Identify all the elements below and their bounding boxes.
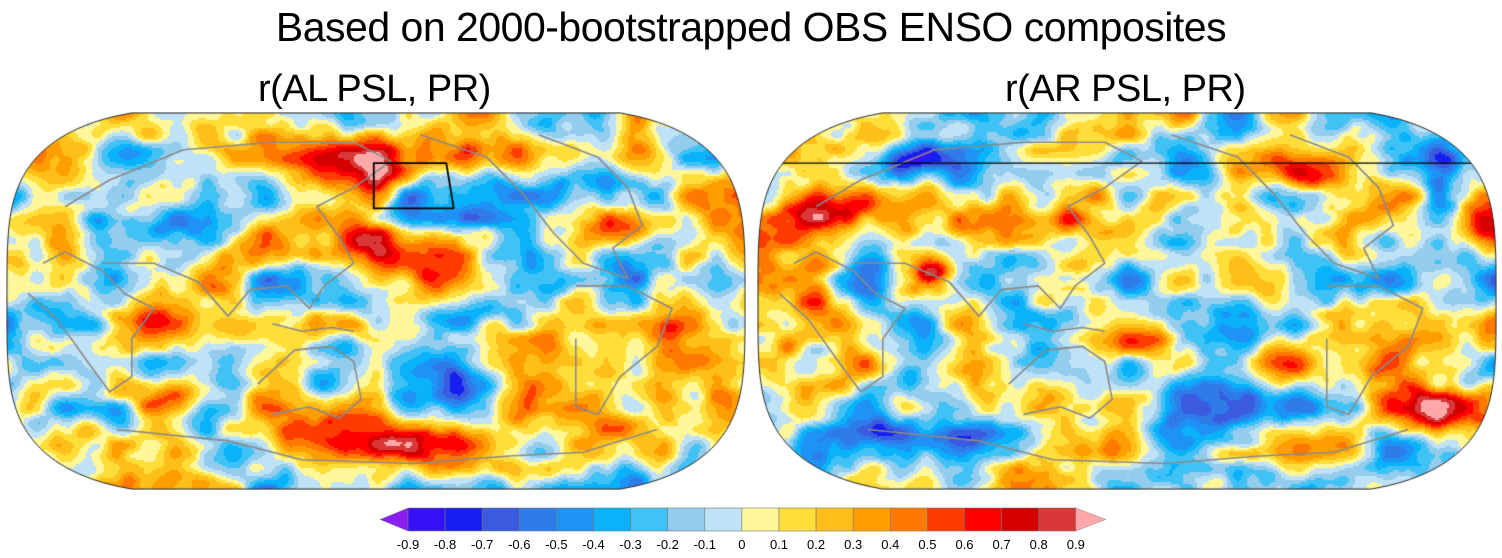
colorbar-box: [927, 507, 965, 532]
panel-title-right: r(AR PSL, PR): [1005, 68, 1246, 110]
colorbar-box: [1001, 507, 1039, 532]
colorbar-tick-label: -0.4: [582, 537, 605, 552]
colorbar-tick-label: 0.7: [992, 537, 1011, 552]
colorbar-box: [852, 507, 891, 532]
colorbar-box: [667, 507, 706, 532]
colorbar-tick-label: -0.2: [656, 537, 679, 552]
colorbar-tick-label: 0.3: [844, 537, 863, 552]
colorbar-box: [1038, 507, 1077, 532]
colorbar: [379, 507, 1107, 532]
colorbar-box: [407, 507, 446, 532]
colorbar-box: [778, 507, 817, 532]
colorbar-tick-label: 0.1: [769, 537, 789, 552]
colorbar-tick-label: -0.7: [470, 537, 494, 552]
correlation-map-al: [6, 112, 746, 490]
colorbar-tick-label: -0.9: [396, 537, 420, 552]
colorbar-box: [481, 507, 520, 532]
colorbar-extend-high: [1075, 507, 1107, 532]
colorbar-tick-label: 0.5: [918, 537, 937, 552]
colorbar-box: [964, 507, 1002, 532]
colorbar-box: [444, 507, 483, 532]
colorbar-tick-label: -0.3: [619, 537, 642, 552]
colorbar-tick-label: 0.2: [807, 537, 826, 552]
panel-title-left: r(AL PSL, PR): [258, 68, 491, 110]
figure-title: Based on 2000-bootstrapped OBS ENSO comp…: [275, 4, 1227, 50]
colorbar-tick-label: 0.4: [881, 537, 900, 552]
colorbar-tick-label: 0: [738, 537, 746, 552]
colorbar-extend-low: [379, 507, 409, 532]
correlation-map-ar: [757, 112, 1497, 490]
colorbar-tick-label: -0.6: [508, 537, 531, 552]
colorbar-tick-label: 0.9: [1066, 537, 1085, 552]
colorbar-tick-label: -0.1: [693, 537, 716, 552]
colorbar-box: [889, 507, 928, 532]
colorbar-tick-label: -0.5: [545, 537, 568, 552]
colorbar-box: [704, 507, 743, 532]
colorbar-tick-label: -0.8: [433, 537, 457, 552]
colorbar-tick-label: 0.6: [955, 537, 974, 552]
colorbar-box: [815, 507, 854, 532]
colorbar-tick-label: 0.8: [1029, 537, 1048, 552]
colorbar-box: [556, 507, 594, 532]
colorbar-box: [519, 507, 557, 532]
colorbar-box: [593, 507, 631, 532]
colorbar-box: [741, 507, 780, 532]
colorbar-box: [630, 507, 669, 532]
